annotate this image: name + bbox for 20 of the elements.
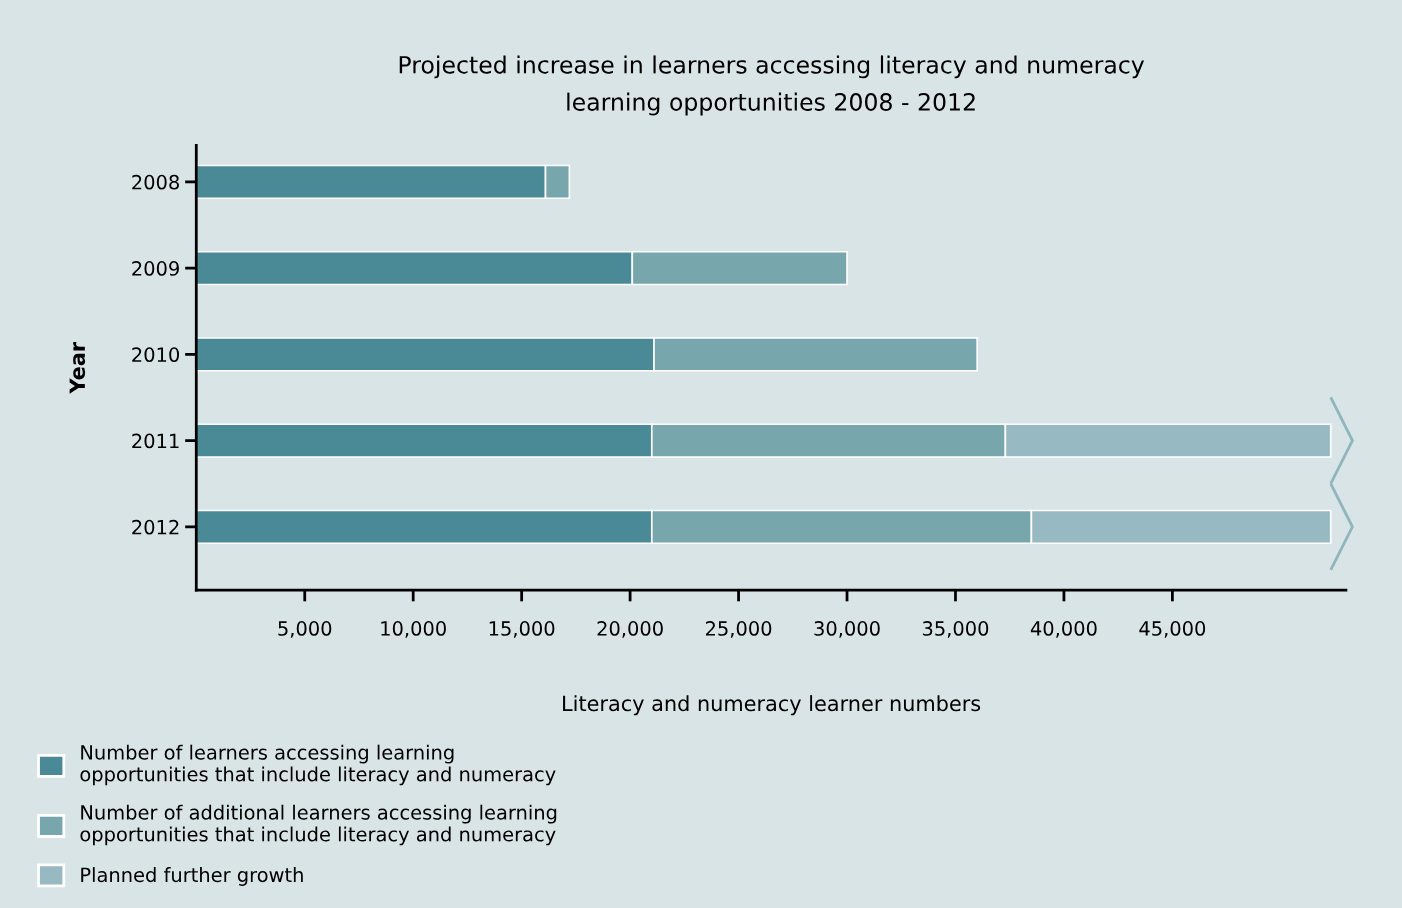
legend-label: Planned further growth	[81, 867, 303, 886]
y-tick-label: 2011	[132, 433, 179, 449]
x-tick-label: 25,000	[705, 621, 772, 638]
y-tick-label: 2008	[132, 174, 179, 190]
x-tick-label: 5,000	[278, 621, 332, 638]
y-tick-label: 2010	[132, 347, 180, 363]
y-tick-label: 2012	[132, 519, 179, 535]
y-axis-title: Year	[69, 341, 86, 394]
legend-label: Number of additional learners accessing learning opportunities that include literacy and numeracy	[80, 804, 557, 846]
x-tick-label: 45,000	[1139, 621, 1206, 638]
x-axis-title: Literacy and numeracy learner numbers	[563, 695, 981, 716]
x-tick-label: 40,000	[1030, 621, 1097, 638]
x-tick-label: 20,000	[597, 621, 663, 638]
y-tick-label: 2009	[132, 261, 179, 276]
x-tick-label: 35,000	[922, 621, 989, 638]
legend-label: Number of learners accessing learning opportunities that include literacy and numeracy	[80, 744, 556, 786]
chart-title: Projected increase in learners accessing literacy and numeracy learning opportunities 2008 - 2012	[399, 55, 1145, 116]
x-tick-label: 10,000	[381, 621, 446, 638]
x-tick-label: 30,000	[814, 621, 880, 638]
x-tick-label: 15,000	[489, 621, 555, 638]
